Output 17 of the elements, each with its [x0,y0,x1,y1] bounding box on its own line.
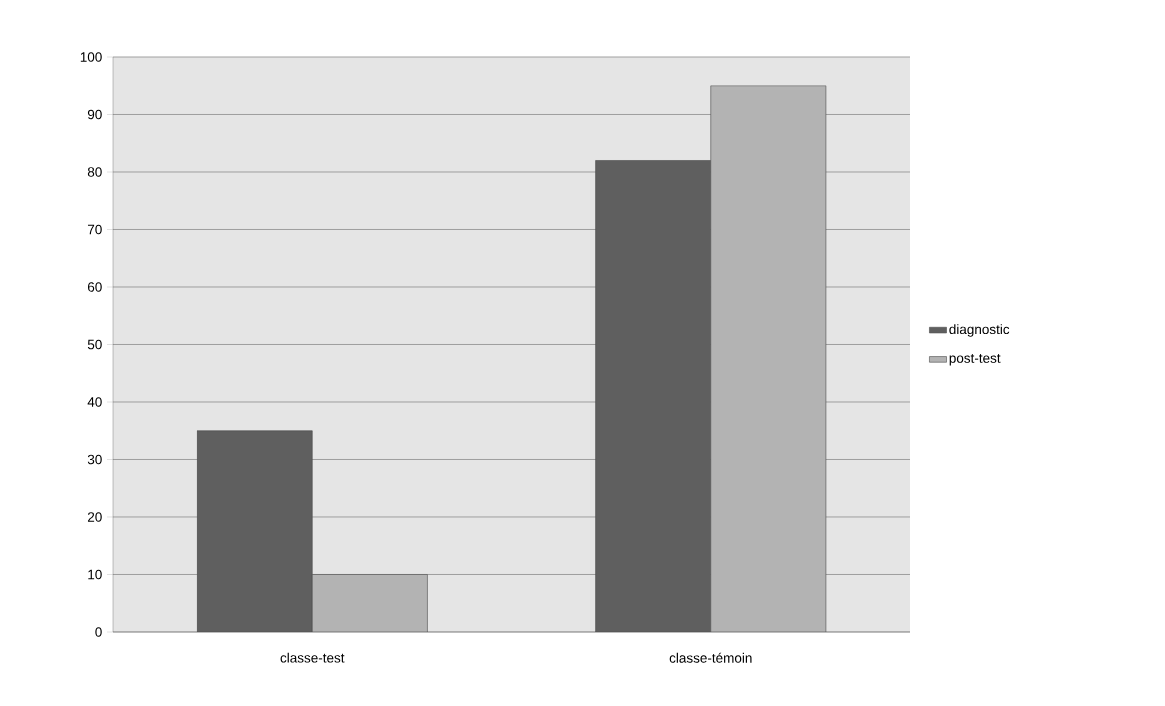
y-tick-label: 0 [95,627,102,637]
x-tick-label: classe-test [280,652,345,663]
y-tick-label: 60 [87,282,102,292]
y-tick-label: 50 [87,339,102,350]
legend-label: diagnostic [949,324,1010,337]
y-tick-label: 100 [80,52,102,62]
x-tick-label: classe-témoin [669,652,752,663]
y-tick-label: 30 [87,454,102,465]
y-tick-label: 90 [87,109,102,120]
y-tick-label: 80 [87,167,102,177]
y-tick-label: 20 [87,512,102,522]
legend-label: post-test [949,354,1001,366]
y-tick-label: 10 [88,569,102,580]
y-tick-label: 70 [87,224,102,235]
bar [710,85,827,632]
bar [311,574,428,632]
y-tick-label: 40 [87,397,102,407]
